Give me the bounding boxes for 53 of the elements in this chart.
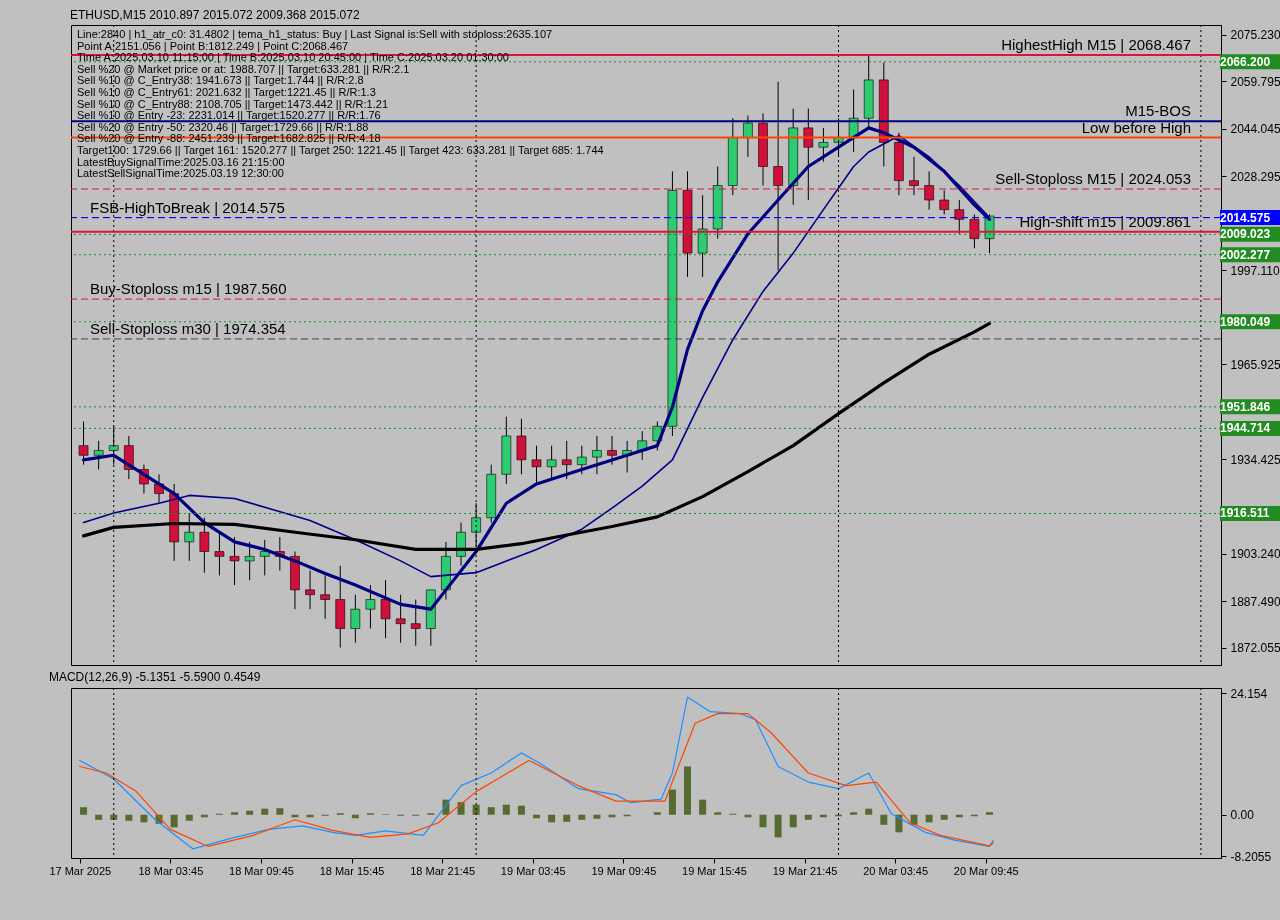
x-tick-label: 18 Mar 21:45: [410, 864, 476, 877]
y-tick-label: 2059.795: [1230, 74, 1280, 89]
annotation: Target100: 1729.66 || Target 161: 1520.277 || Target 250: 1221.45 || Target 423: 633.281 || Target 685: 1.744: [77, 144, 604, 156]
ref-line-label: Buy-Stoploss m15 | 1987.560: [90, 280, 287, 298]
annotation: Sell %10 @ C_Entry61: 2021.632 || Target:1221.45 || R/R:1.3: [77, 86, 376, 98]
x-tick-label: 20 Mar 03:45: [863, 864, 929, 877]
annotation: Line:2840 | h1_atr_c0: 31.4802 | tema_h1_status: Buy | Last Signal is:Sell with stoploss:2635.107: [77, 28, 553, 40]
ref-line-label: 1951.846: [1220, 399, 1271, 414]
x-tick-label: 19 Mar 03:45: [500, 864, 566, 877]
annotation: Sell %10 @ Entry -23: 2231.014 || Target:1520.277 || R/R:1.76: [77, 109, 381, 122]
annotation: Sell %10 @ C_Entry38: 1941.673 || Target:1.744 || R/R:2.8: [77, 74, 364, 87]
annotation: Point A:2151.056 | Point B:1812.249 | Point C:2068.467: [77, 39, 349, 52]
y-tick-label: 1872.055: [1230, 641, 1280, 656]
y-tick-label: 1997.110: [1230, 263, 1280, 278]
x-tick-label: 20 Mar 09:45: [953, 864, 1019, 877]
y-tick-label: 1887.490: [1230, 594, 1280, 609]
y-tick-label: 2028.295: [1230, 169, 1280, 184]
ref-line-label: Low before High: [1081, 118, 1191, 136]
chart-title: ETHUSD,M15 2010.897 2015.072 2009.368 2015.072: [70, 7, 360, 22]
annotation: LatestSellSignalTime:2025.03.19 12:30:00: [77, 167, 284, 180]
y-tick-label: 0.00: [1230, 808, 1255, 823]
ref-line-label: 2066.200: [1220, 54, 1271, 69]
x-tick-label: 19 Mar 09:45: [591, 864, 657, 877]
y-tick-label: 24.154: [1230, 686, 1268, 701]
x-tick-label: 18 Mar 15:45: [319, 864, 385, 877]
ref-line-label: 1944.714: [1220, 421, 1271, 436]
y-tick-label: 1903.240: [1230, 547, 1280, 562]
ref-line-label: 2014.575: [1220, 210, 1271, 225]
ref-line-label: HighestHigh M15 | 2068.467: [1001, 35, 1191, 53]
ref-line-label: Sell-Stoploss M15 | 2024.053: [995, 169, 1191, 187]
ref-line-label: 2009.023: [1220, 227, 1271, 242]
x-tick-label: 19 Mar 21:45: [772, 864, 838, 877]
chart-title: MACD(12,26,9) -5.1351 -5.5900 0.4549: [48, 670, 261, 685]
ref-line-label: 2002.277: [1220, 247, 1271, 262]
annotation: Sell %10 @ C_Entry88: 2108.705 || Target:1473.442 || R/R:1.21: [77, 97, 389, 110]
y-tick-label: 1965.925: [1230, 357, 1280, 372]
y-tick-label: 1934.425: [1230, 452, 1280, 467]
ref-line-label: 1980.049: [1220, 314, 1271, 329]
annotation: Sell %20 @ Market price or at: 1988.707 || Target:633.281 || R/R:2.1: [77, 62, 410, 75]
ref-line-label: FSB-HighToBreak | 2014.575: [90, 198, 285, 216]
ref-line-label: M15-BOS: [1125, 102, 1191, 120]
x-tick-label: 17 Mar 2025: [49, 864, 112, 877]
x-tick-label: 19 Mar 15:45: [682, 864, 747, 877]
y-tick-label: 2075.230: [1230, 28, 1280, 43]
ref-line-label: High-shift m15 | 2009.861: [1019, 212, 1191, 230]
ref-line-label: Sell-Stoploss m30 | 1974.354: [90, 319, 286, 337]
annotation: LatestBuySignalTime:2025.03.16 21:15:00: [77, 155, 285, 168]
annotation: Sell %20 @ Entry -50: 2320.46 || Target:1729.66 || R/R:1.88: [77, 120, 369, 133]
x-tick-label: 18 Mar 03:45: [138, 864, 204, 877]
ref-line-label: 1916.511: [1220, 506, 1270, 521]
y-tick-label: -8.2055: [1230, 849, 1272, 864]
y-tick-label: 2044.045: [1230, 122, 1280, 137]
x-tick-label: 18 Mar 09:45: [229, 864, 294, 877]
